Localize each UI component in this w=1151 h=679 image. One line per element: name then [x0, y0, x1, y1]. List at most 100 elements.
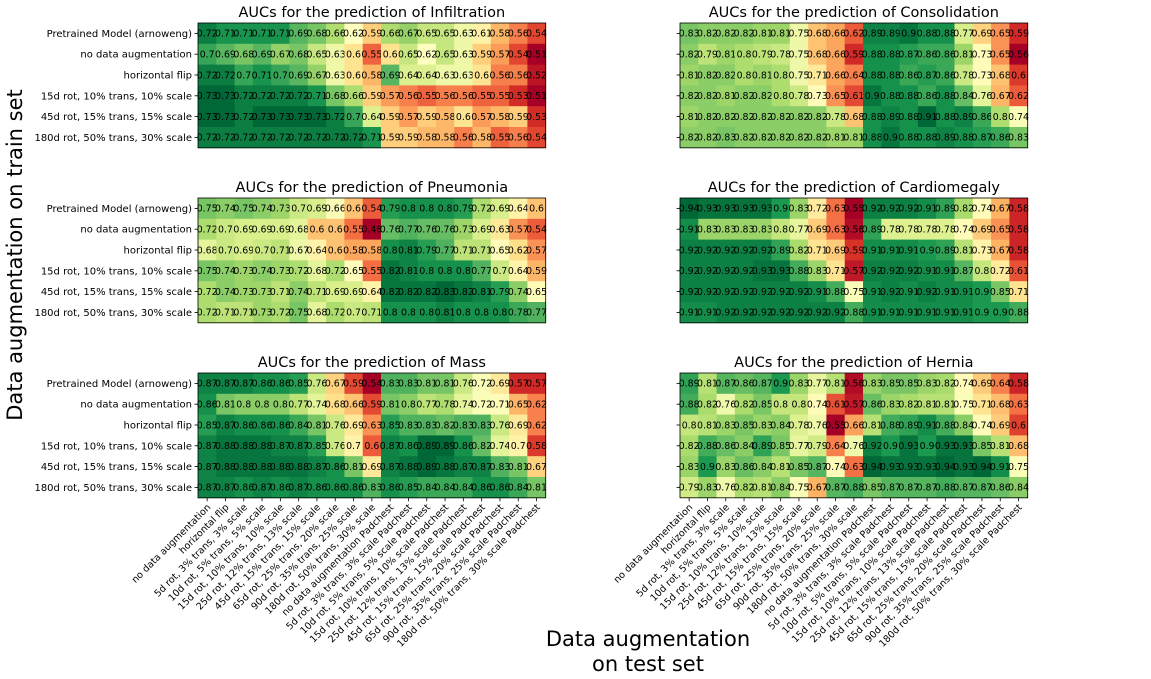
heatmap-cell [881, 198, 900, 220]
cell-value: 0.68 [325, 400, 346, 411]
cell-value: 0.9 [700, 462, 715, 473]
cell-value: 0.83 [807, 266, 828, 277]
heatmap-cell [472, 414, 492, 436]
heatmap-cell [289, 414, 309, 436]
cell-value: 0.8 [401, 400, 416, 411]
cell-value: 0.66 [843, 420, 864, 431]
cell-value: 0.73 [972, 70, 993, 81]
cell-value: 0.91 [862, 287, 883, 298]
cell-value: 0.8 [773, 70, 788, 81]
heatmap-cell [753, 414, 772, 436]
cell-value: 0.86 [252, 379, 273, 390]
heatmap-cell [472, 64, 492, 86]
cell-value: 0.83 [361, 483, 382, 494]
cell-value: 0.85 [380, 420, 401, 431]
cell-value: 0.73 [270, 204, 291, 215]
cell-value: 0.8 [974, 266, 989, 277]
cell-value: 0.9 [920, 441, 935, 452]
cell-value: 0.93 [697, 204, 718, 215]
heatmap-cell [826, 477, 846, 499]
cell-value: 0.8 [438, 266, 453, 277]
heatmap-cell [490, 127, 510, 149]
cell-value: 0.71 [453, 245, 474, 256]
cell-value: 0.8 [401, 204, 416, 215]
heatmap-cell [734, 127, 754, 149]
cell-value: 0.73 [252, 308, 273, 319]
cell-value: 0.69 [343, 287, 364, 298]
cell-value: 0.72 [197, 287, 218, 298]
cell-value: 0.91 [679, 225, 700, 236]
cell-value: 0.72 [233, 133, 254, 144]
heatmap-cell [490, 414, 510, 436]
cell-value: 0.86 [972, 112, 993, 123]
heatmap-cell [454, 106, 473, 128]
heatmap-cell [307, 281, 327, 303]
heatmap-cell [252, 218, 272, 240]
heatmap-cell [490, 23, 510, 45]
cell-value: 0.86 [343, 483, 364, 494]
heatmap-cell [289, 239, 309, 261]
heatmap-cell [252, 477, 272, 499]
heatmap-cell [734, 373, 754, 395]
heatmap-cell [917, 127, 937, 149]
cell-value: 0.86 [270, 483, 291, 494]
cell-value: 0.88 [935, 483, 956, 494]
cell-value: 0.51 [526, 50, 547, 61]
cell-value: 0.81 [380, 400, 401, 411]
cell-value: 0.61 [843, 91, 864, 102]
cell-value: 0.86 [233, 483, 254, 494]
cell-value: 0.86 [935, 50, 956, 61]
heatmap-cell [1009, 218, 1029, 240]
cell-value: 0.87 [953, 483, 974, 494]
cell-value: 0.81 [343, 462, 364, 473]
heatmap-cell [863, 198, 882, 220]
cell-value: 0.54 [508, 50, 529, 61]
heatmap-cell [917, 23, 937, 45]
heatmap-cell [954, 43, 974, 65]
heatmap-cell [289, 373, 309, 395]
cell-value: 0.71 [361, 133, 382, 144]
cell-value: 0.81 [398, 266, 419, 277]
cell-value: 0.63 [325, 70, 346, 81]
heatmap-cell [435, 85, 455, 107]
heatmap-cell [271, 435, 290, 457]
heatmap-cell [789, 106, 809, 128]
cell-value: 0.88 [898, 91, 919, 102]
heatmap-cell [362, 456, 382, 478]
heatmap-cell [680, 64, 699, 86]
cell-value: 0.89 [679, 379, 700, 390]
heatmap-cell [417, 198, 437, 220]
heatmap-cell [917, 239, 937, 261]
cell-value: 0.89 [862, 29, 883, 40]
cell-value: 0.88 [843, 308, 864, 319]
cell-value: 0.69 [825, 245, 846, 256]
cell-value: 0.84 [453, 483, 474, 494]
cell-value: 0.93 [770, 266, 791, 277]
heatmap-cell [734, 43, 754, 65]
heatmap-cell [716, 456, 736, 478]
cell-value: 0.66 [343, 91, 364, 102]
cell-value: 0.71 [307, 91, 328, 102]
cell-value: 0.72 [307, 133, 328, 144]
heatmap-cell [344, 106, 364, 128]
cell-value: 0.8 [383, 245, 398, 256]
heatmap-cell [472, 373, 492, 395]
heatmap-cell [417, 127, 437, 149]
cell-value: 0.78 [435, 400, 456, 411]
cell-value: 0.65 [435, 50, 456, 61]
cell-value: 0.88 [862, 50, 883, 61]
heatmap-cell [344, 85, 364, 107]
heatmap-cell [216, 127, 235, 149]
heatmap-cell [234, 64, 254, 86]
cell-value: 0.86 [917, 91, 938, 102]
heatmap-cell [881, 435, 900, 457]
cell-value: 0.83 [862, 379, 883, 390]
heatmap-panel: AUCs for the prediction of Mass0.870.870… [34, 355, 547, 650]
heatmap-cell [698, 85, 717, 107]
heatmap-cell [991, 393, 1010, 415]
heatmap-cell [936, 456, 955, 478]
heatmap-cell [789, 393, 809, 415]
row-label: 180d rot, 50% trans, 30% scale [34, 483, 192, 494]
cell-value: 0.67 [398, 29, 419, 40]
heatmap-cell [734, 218, 754, 240]
